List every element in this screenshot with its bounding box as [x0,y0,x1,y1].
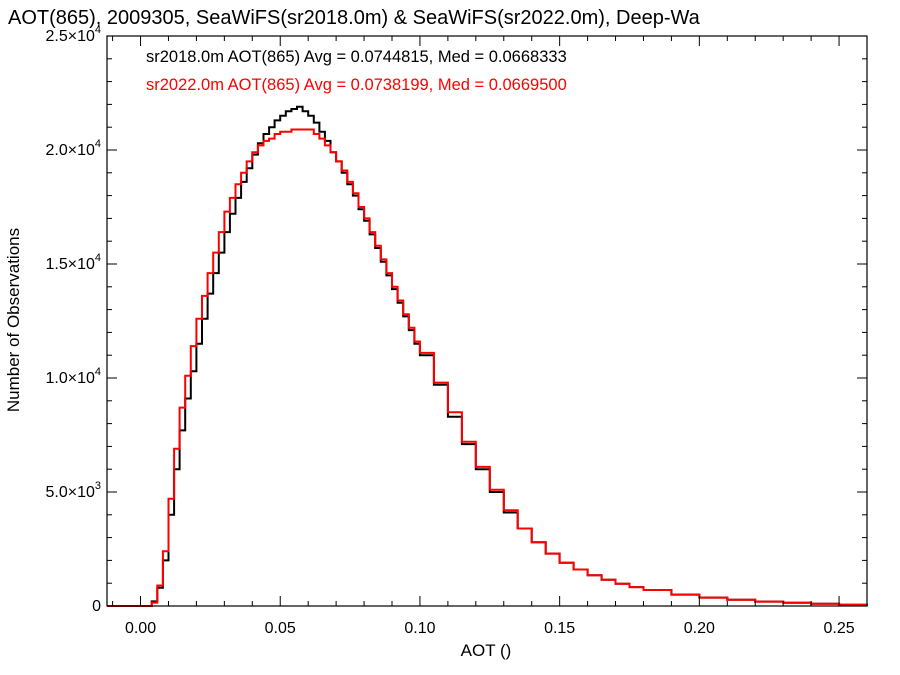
legend: sr2018.0m AOT(865) Avg = 0.0744815, Med … [146,48,567,94]
chart-title: AOT(865), 2009305, SeaWiFS(sr2018.0m) & … [8,7,701,29]
series-line-sr2018.0m [107,105,868,607]
x-axis-label: AOT () [461,641,512,660]
y-tick-label: 1.5×104 [45,252,101,273]
y-tick-label: 5.0×103 [45,480,101,501]
y-axis: 0 5.0×103 1.0×104 1.5×104 2.0×104 2.5×104 [45,24,867,615]
legend-entry-sr2018: sr2018.0m AOT(865) Avg = 0.0744815, Med … [146,48,567,66]
x-axis: 0.00 0.05 0.10 0.15 0.20 0.25 [112,36,868,637]
x-tick-label: 0.00 [125,620,156,637]
y-tick-label: 2.5×104 [45,24,101,45]
x-tick-label: 0.25 [823,620,854,637]
legend-entry-sr2022: sr2022.0m AOT(865) Avg = 0.0738199, Med … [146,76,567,94]
x-tick-label: 0.10 [404,620,435,637]
series-layer [107,105,868,607]
series-line-sr2022.0m [107,128,868,607]
x-tick-label: 0.05 [265,620,296,637]
y-tick-label: 1.0×104 [45,366,101,387]
y-tick-label: 2.0×104 [45,138,101,159]
x-tick-label: 0.15 [544,620,575,637]
y-tick-label: 0 [92,598,101,615]
x-tick-label: 0.20 [684,620,715,637]
y-axis-label: Number of Observations [4,228,23,412]
plot-frame [106,35,868,607]
